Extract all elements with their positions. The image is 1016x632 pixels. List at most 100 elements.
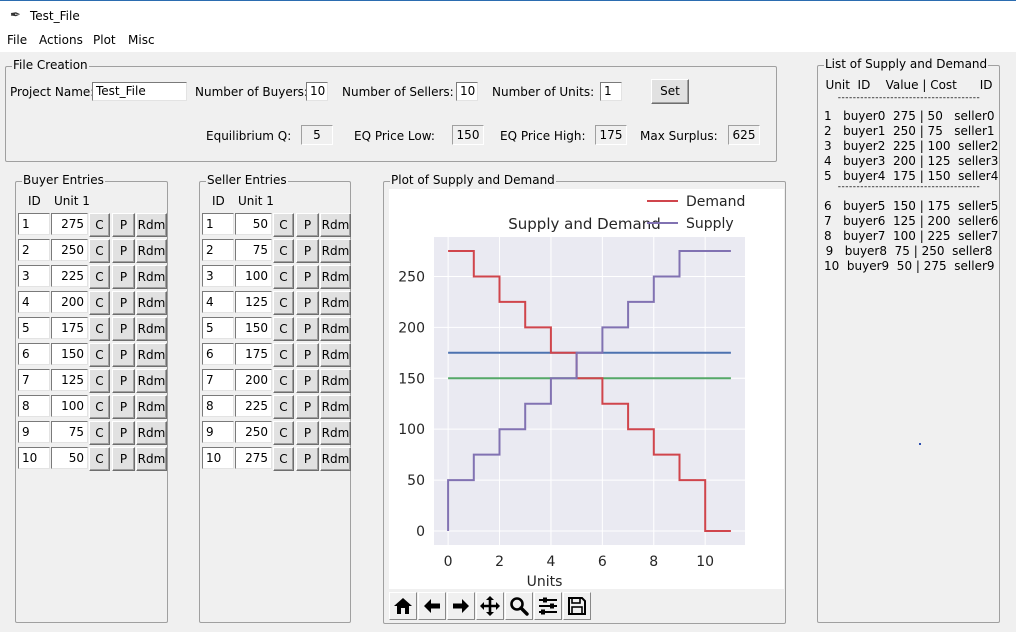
seller-unit-input[interactable]: 275 bbox=[235, 447, 272, 469]
seller-rdm-button[interactable]: Rdm bbox=[320, 343, 351, 367]
seller-rdm-button[interactable]: Rdm bbox=[320, 239, 351, 263]
seller-unit-input[interactable]: 150 bbox=[235, 317, 272, 339]
buyer-c-button[interactable]: C bbox=[89, 369, 110, 393]
seller-unit-input[interactable]: 225 bbox=[235, 395, 272, 417]
buyer-c-button[interactable]: C bbox=[89, 291, 110, 315]
buyer-unit-input[interactable]: 200 bbox=[51, 291, 88, 313]
buyer-rdm-button[interactable]: Rdm bbox=[136, 291, 167, 315]
project-name-input[interactable]: Test_File bbox=[92, 82, 187, 101]
menu-plot[interactable]: Plot bbox=[93, 33, 116, 47]
buyer-unit-input[interactable]: 175 bbox=[51, 317, 88, 339]
buyer-c-button[interactable]: C bbox=[89, 213, 110, 237]
buyer-p-button[interactable]: P bbox=[112, 239, 135, 263]
zoom-button[interactable] bbox=[505, 592, 533, 620]
save-button[interactable] bbox=[563, 592, 591, 620]
buyer-c-button[interactable]: C bbox=[89, 421, 110, 445]
buyer-id-input[interactable]: 1 bbox=[18, 213, 50, 235]
buyer-p-button[interactable]: P bbox=[112, 421, 135, 445]
buyer-p-button[interactable]: P bbox=[112, 317, 135, 341]
buyer-rdm-button[interactable]: Rdm bbox=[136, 447, 167, 471]
seller-unit-input[interactable]: 100 bbox=[235, 265, 272, 287]
seller-p-button[interactable]: P bbox=[296, 291, 319, 315]
seller-c-button[interactable]: C bbox=[273, 343, 294, 367]
buyer-c-button[interactable]: C bbox=[89, 343, 110, 367]
seller-id-input[interactable]: 1 bbox=[202, 213, 234, 235]
seller-c-button[interactable]: C bbox=[273, 213, 294, 237]
buyer-unit-input[interactable]: 150 bbox=[51, 343, 88, 365]
seller-p-button[interactable]: P bbox=[296, 343, 319, 367]
buyer-unit-input[interactable]: 125 bbox=[51, 369, 88, 391]
seller-p-button[interactable]: P bbox=[296, 239, 319, 263]
seller-p-button[interactable]: P bbox=[296, 317, 319, 341]
num-buyers-input[interactable]: 10 bbox=[306, 82, 328, 101]
buyer-unit-input[interactable]: 250 bbox=[51, 239, 88, 261]
configure-button[interactable] bbox=[534, 592, 562, 620]
seller-c-button[interactable]: C bbox=[273, 265, 294, 289]
seller-p-button[interactable]: P bbox=[296, 447, 319, 471]
buyer-p-button[interactable]: P bbox=[112, 395, 135, 419]
seller-id-input[interactable]: 5 bbox=[202, 317, 234, 339]
buyer-rdm-button[interactable]: Rdm bbox=[136, 265, 167, 289]
buyer-unit-input[interactable]: 50 bbox=[51, 447, 88, 469]
buyer-c-button[interactable]: C bbox=[89, 395, 110, 419]
seller-unit-input[interactable]: 125 bbox=[235, 291, 272, 313]
buyer-id-input[interactable]: 10 bbox=[18, 447, 50, 469]
buyer-rdm-button[interactable]: Rdm bbox=[136, 421, 167, 445]
buyer-id-input[interactable]: 2 bbox=[18, 239, 50, 261]
plot-canvas[interactable]: 0 2 4 6 8 10 0 50 100 150 200 250 Supply and Demand U… bbox=[389, 189, 784, 590]
buyer-rdm-button[interactable]: Rdm bbox=[136, 369, 167, 393]
buyer-unit-input[interactable]: 75 bbox=[51, 421, 88, 443]
seller-id-input[interactable]: 10 bbox=[202, 447, 234, 469]
buyer-id-input[interactable]: 9 bbox=[18, 421, 50, 443]
buyer-id-input[interactable]: 8 bbox=[18, 395, 50, 417]
buyer-c-button[interactable]: C bbox=[89, 239, 110, 263]
buyer-p-button[interactable]: P bbox=[112, 291, 135, 315]
buyer-c-button[interactable]: C bbox=[89, 317, 110, 341]
seller-rdm-button[interactable]: Rdm bbox=[320, 265, 351, 289]
menu-misc[interactable]: Misc bbox=[128, 33, 155, 47]
seller-rdm-button[interactable]: Rdm bbox=[320, 395, 351, 419]
buyer-id-input[interactable]: 4 bbox=[18, 291, 50, 313]
seller-p-button[interactable]: P bbox=[296, 265, 319, 289]
seller-c-button[interactable]: C bbox=[273, 317, 294, 341]
seller-id-input[interactable]: 2 bbox=[202, 239, 234, 261]
seller-p-button[interactable]: P bbox=[296, 421, 319, 445]
buyer-p-button[interactable]: P bbox=[112, 213, 135, 237]
seller-unit-input[interactable]: 250 bbox=[235, 421, 272, 443]
forward-button[interactable] bbox=[447, 592, 475, 620]
seller-id-input[interactable]: 7 bbox=[202, 369, 234, 391]
buyer-unit-input[interactable]: 225 bbox=[51, 265, 88, 287]
buyer-p-button[interactable]: P bbox=[112, 343, 135, 367]
menu-file[interactable]: File bbox=[7, 33, 28, 47]
seller-rdm-button[interactable]: Rdm bbox=[320, 369, 351, 393]
seller-id-input[interactable]: 4 bbox=[202, 291, 234, 313]
seller-p-button[interactable]: P bbox=[296, 395, 319, 419]
buyer-c-button[interactable]: C bbox=[89, 265, 110, 289]
seller-id-input[interactable]: 3 bbox=[202, 265, 234, 287]
buyer-unit-input[interactable]: 100 bbox=[51, 395, 88, 417]
menu-actions[interactable]: Actions bbox=[39, 33, 83, 47]
buyer-unit-input[interactable]: 275 bbox=[51, 213, 88, 235]
seller-c-button[interactable]: C bbox=[273, 421, 294, 445]
pan-button[interactable] bbox=[476, 592, 504, 620]
seller-c-button[interactable]: C bbox=[273, 239, 294, 263]
buyer-rdm-button[interactable]: Rdm bbox=[136, 213, 167, 237]
seller-unit-input[interactable]: 200 bbox=[235, 369, 272, 391]
seller-rdm-button[interactable]: Rdm bbox=[320, 213, 351, 237]
buyer-id-input[interactable]: 5 bbox=[18, 317, 50, 339]
seller-id-input[interactable]: 8 bbox=[202, 395, 234, 417]
buyer-p-button[interactable]: P bbox=[112, 265, 135, 289]
seller-rdm-button[interactable]: Rdm bbox=[320, 447, 351, 471]
home-button[interactable] bbox=[389, 592, 417, 620]
buyer-p-button[interactable]: P bbox=[112, 369, 135, 393]
seller-rdm-button[interactable]: Rdm bbox=[320, 291, 351, 315]
seller-p-button[interactable]: P bbox=[296, 369, 319, 393]
back-button[interactable] bbox=[418, 592, 446, 620]
seller-unit-input[interactable]: 175 bbox=[235, 343, 272, 365]
buyer-rdm-button[interactable]: Rdm bbox=[136, 239, 167, 263]
seller-c-button[interactable]: C bbox=[273, 369, 294, 393]
buyer-c-button[interactable]: C bbox=[89, 447, 110, 471]
set-button[interactable]: Set bbox=[651, 79, 689, 104]
num-sellers-input[interactable]: 10 bbox=[456, 82, 478, 101]
num-units-input[interactable]: 1 bbox=[600, 82, 622, 101]
